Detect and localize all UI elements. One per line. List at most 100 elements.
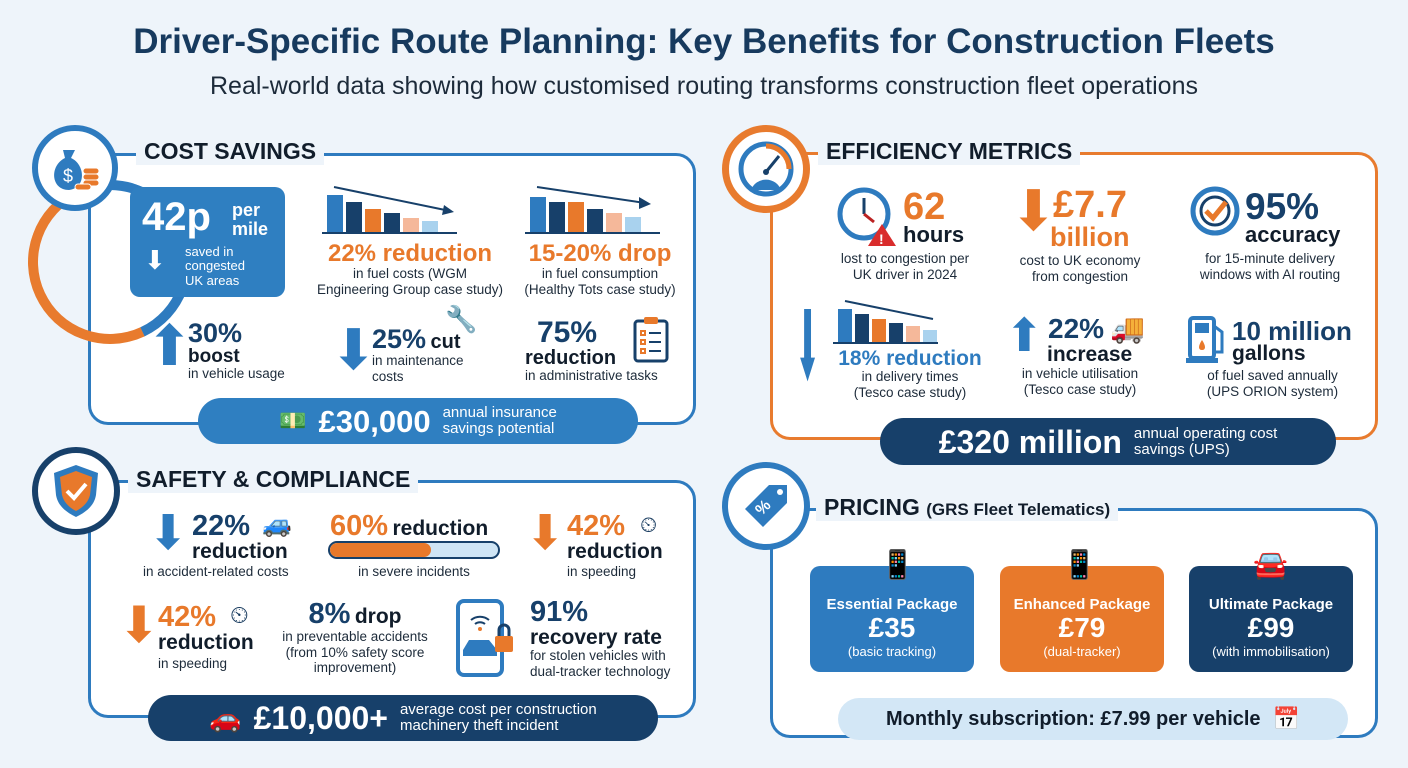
preventable-desc: (from 10% safety score (285, 644, 425, 660)
speeding-value: 42% (158, 601, 217, 633)
bar-chart-decline-icon (525, 186, 660, 234)
arrow-up-icon: ⬆ (1005, 309, 1044, 361)
package-card-ultimate[interactable]: 🚘 Ultimate Package £99 (with immobilisatio… (1189, 549, 1353, 672)
maintenance-desc: in maintenance (372, 353, 464, 368)
target-check-icon (1190, 186, 1240, 236)
package-desc: (with immobilisation) (1212, 643, 1330, 659)
ups-savings-desc: annual operating cost (1133, 424, 1278, 442)
hours-desc: lost to congestion per (840, 251, 970, 266)
clipboard-icon (633, 317, 669, 363)
tracker-icon: 📱 (880, 549, 915, 580)
clock-warning-icon: ! (837, 187, 896, 247)
admin-value: 75% (537, 316, 598, 349)
car-lock-icon: 🚘 (1253, 549, 1288, 580)
price-tag-icon: % (722, 462, 810, 550)
utilisation-desc: in vehicle utilisation (1021, 366, 1139, 381)
usage-label: boost (188, 346, 240, 367)
speeding-desc: in speeding (158, 656, 228, 671)
svg-text:$: $ (63, 166, 73, 186)
accident-label: reduction (192, 540, 288, 563)
arrow-down-icon: ⬇ (330, 318, 377, 381)
insurance-savings-banner: 💵 £30,000 annual insurance savings potent… (198, 398, 638, 444)
safety-heading: SAFETY & COMPLIANCE (128, 466, 419, 493)
accuracy-label: accuracy (1245, 222, 1341, 247)
dual-tracker-icon: 📱 (1062, 549, 1097, 580)
maintenance-desc: costs (372, 368, 404, 384)
speedometer-icon: ⏲ (230, 602, 249, 629)
economy-value: £7.7 (1053, 184, 1127, 226)
calendar-icon: 📅 (1272, 706, 1300, 731)
fuel-saved-desc: (UPS ORION system) (1206, 383, 1339, 399)
speedometer-icon: ⏲ (640, 512, 658, 537)
arrow-down-icon: ⬇ (118, 597, 160, 653)
insurance-desc: savings potential (442, 420, 555, 437)
severe-progress-fill (330, 543, 431, 557)
theft-cost-desc: average cost per construction (399, 701, 597, 719)
subscription-text: Monthly subscription: £7.99 per vehicle (886, 708, 1261, 730)
consumption-desc: in fuel consumption (541, 266, 659, 281)
pricing-heading: PRICING (824, 494, 920, 520)
bar-chart-decline-icon (322, 186, 457, 234)
hero-desc: saved in congested UK areas (185, 244, 245, 288)
pricing-heading-note: (GRS Fleet Telematics) (926, 500, 1111, 519)
arrow-down-icon: ⬇ (144, 245, 166, 275)
recovery-desc: for stolen vehicles with (530, 648, 666, 663)
admin-label: reduction (525, 347, 617, 369)
arrow-up-icon: ⬆ (146, 314, 193, 377)
accident-value: 22% (192, 510, 251, 542)
recovery-label: recovery rate (530, 626, 662, 649)
preventable-desc: in preventable accidents (282, 629, 428, 644)
preventable-desc: improvement) (313, 660, 397, 676)
recovery-desc: dual-tracker technology (530, 663, 671, 679)
hours-label: hours (903, 222, 965, 247)
arrow-down-icon: ⬇ (795, 295, 821, 402)
car-warning-icon: 🚗 (209, 702, 242, 733)
phone-car-lock-icon (456, 599, 513, 677)
theft-cost-banner: 🚗 £10,000+ average cost per construction… (148, 695, 658, 741)
accuracy-desc: for 15-minute delivery (1205, 251, 1335, 266)
speeding-label: reduction (567, 540, 663, 563)
arrow-down-icon: ⬇ (525, 507, 566, 560)
recovery-value: 91% (530, 596, 589, 628)
ups-savings-desc: savings (UPS) (1133, 440, 1230, 458)
severe-progress-bar (328, 541, 500, 559)
fuel-reduction-value: 22% reduction (327, 240, 493, 267)
insurance-value: £30,000 (318, 403, 431, 439)
hero-42p-card: 42p per mile ⬇ saved in congested UK are… (130, 187, 285, 297)
banknotes-icon: 💵 (279, 408, 307, 433)
preventable-label: drop (354, 605, 402, 628)
shield-check-icon (32, 447, 120, 535)
package-desc: (dual-tracker) (1043, 643, 1121, 659)
package-price: £35 (868, 612, 916, 643)
package-price: £79 (1058, 612, 1106, 643)
arrow-down-icon: ⬇ (148, 507, 189, 560)
accident-desc: in accident-related costs (143, 564, 289, 579)
consumption-desc: (Healthy Tots case study) (524, 281, 676, 297)
package-price: £99 (1247, 612, 1295, 643)
utilisation-desc: (Tesco case study) (1023, 381, 1137, 397)
severe-value: 60% (330, 510, 389, 542)
svg-text:!: ! (879, 231, 884, 247)
delivery-desc: in delivery times (861, 369, 959, 384)
delivery-desc: (Tesco case study) (853, 384, 967, 400)
accuracy-value: 95% (1245, 186, 1320, 227)
page-title: Driver-Specific Route Planning: Key Bene… (133, 22, 1275, 61)
package-card-essential[interactable]: 📱 Essential Package £35 (basic tracking) (810, 549, 974, 672)
hours-value: 62 (903, 186, 946, 228)
wrench-screwdriver-icon: 🔧 (445, 304, 478, 334)
utilisation-value: 22% (1048, 313, 1105, 344)
fuel-desc: in fuel costs (WGM (352, 266, 468, 281)
speeding-value: 42% (567, 510, 626, 542)
package-card-enhanced[interactable]: 📱 Enhanced Package £79 (dual-tracker) (1000, 549, 1164, 672)
car-crash-icon: 🚙 (262, 511, 292, 538)
fuel-desc: Engineering Group case study) (316, 281, 504, 297)
accuracy-desc: windows with AI routing (1199, 266, 1341, 282)
economy-label: billion (1050, 222, 1130, 252)
speeding-label: reduction (158, 631, 254, 654)
hero-unit: per (232, 200, 261, 220)
package-name: Ultimate Package (1208, 596, 1334, 613)
fuel-saved-desc: of fuel saved annually (1207, 368, 1338, 383)
fuel-pump-icon (1186, 316, 1224, 363)
fuel-saved-value: 10 million (1232, 316, 1352, 346)
delivery-value: 18% reduction (838, 347, 982, 370)
